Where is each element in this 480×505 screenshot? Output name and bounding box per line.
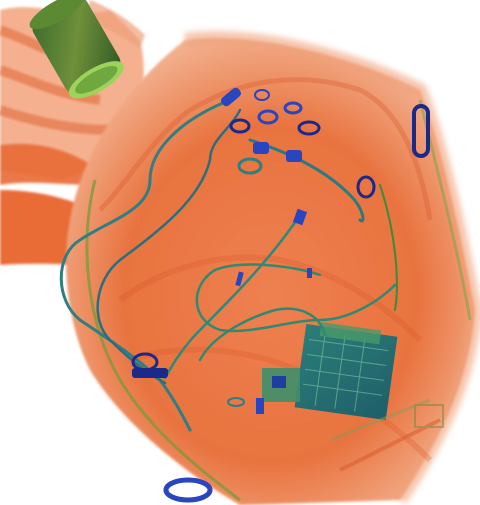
zipper-pull-bottom	[163, 477, 213, 503]
electronic-device	[262, 322, 398, 420]
cable-loop	[59, 98, 398, 432]
bag-seams	[329, 398, 444, 472]
small-connector-clips	[131, 87, 376, 414]
cylindrical-can	[29, 0, 124, 99]
zipper-pull-right	[412, 104, 430, 158]
